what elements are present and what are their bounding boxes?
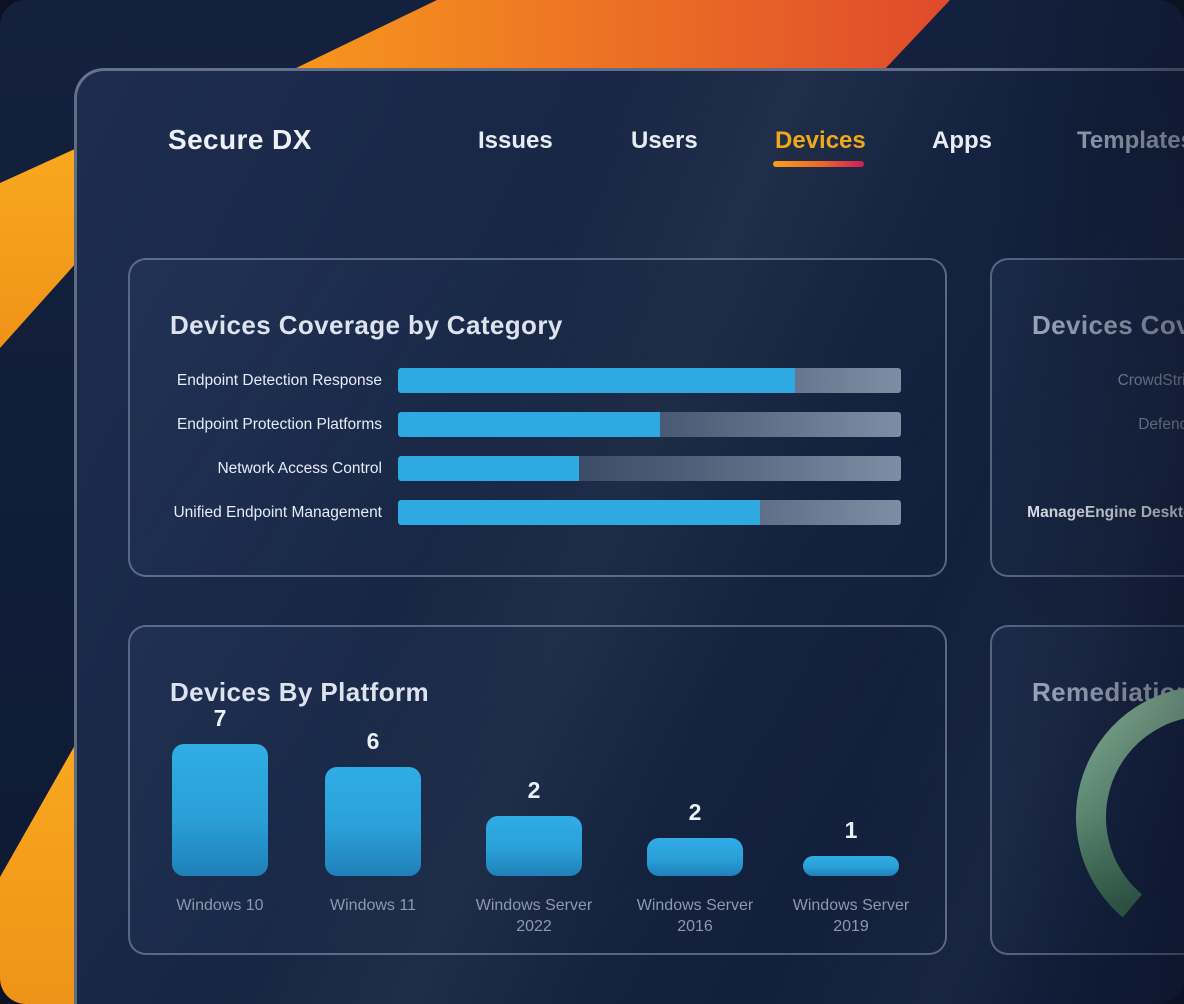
coverage-bar-fill [398, 500, 761, 525]
platform-bar-value: 7 [213, 705, 227, 731]
platform-column: 2 [486, 777, 582, 876]
platform-column: 7 [172, 705, 268, 876]
card-title: Devices By Platform [170, 676, 430, 707]
coverage-row-label: Endpoint Protection Platforms [176, 416, 382, 433]
coverage-bar-fill [398, 456, 580, 481]
coverage-row: Network Access Control [130, 456, 945, 481]
platform-column: 6 [325, 728, 421, 876]
card-devices-by-platform: Devices By Platform 7 6 2 2 1 Windows 10… [128, 625, 947, 955]
coverage-bar-fill [398, 368, 796, 393]
product-row-label: CrowdStrike [1117, 372, 1184, 389]
platform-column: 1 [803, 817, 899, 876]
card-title: Devices Coverage by Category [170, 309, 563, 340]
product-row: Defender [992, 412, 1184, 437]
coverage-bar-track [398, 456, 901, 481]
product-row-label: ManageEngine Desktop [1027, 504, 1184, 521]
decor-bottom-wedge [0, 738, 79, 1004]
card-devices-coverage-by-product: Devices Coverage CrowdStrike Defender Ma… [990, 258, 1184, 577]
card-title: Devices Coverage [1032, 309, 1184, 340]
platform-bar [486, 816, 582, 876]
platform-category-label: Windows Server 2016 [636, 897, 754, 935]
platform-bar [803, 856, 899, 876]
platform-category-label: Windows 11 [330, 897, 416, 914]
coverage-row: Endpoint Detection Response [130, 368, 945, 393]
card-devices-coverage-by-category: Devices Coverage by Category Endpoint De… [128, 258, 947, 577]
coverage-row: Endpoint Protection Platforms [130, 412, 945, 437]
platform-bar [647, 838, 743, 876]
coverage-bar-track [398, 500, 901, 525]
coverage-row-label: Network Access Control [217, 460, 382, 477]
decor-top-band [292, 0, 950, 70]
brand-logo: Secure DX [168, 124, 312, 155]
coverage-bar-fill [398, 412, 660, 437]
coverage-row: Unified Endpoint Management [130, 500, 945, 525]
product-row: CrowdStrike [992, 368, 1184, 393]
nav-item-apps[interactable]: Apps [932, 127, 992, 154]
coverage-bar-track [398, 368, 901, 393]
platform-bar-value: 6 [366, 728, 380, 754]
decor-left-stripe [0, 148, 77, 348]
active-tab-underline [773, 161, 864, 167]
coverage-row-label: Endpoint Detection Response [176, 372, 382, 389]
product-row-label: Defender [1138, 416, 1184, 433]
platform-category-label: Windows 10 [176, 897, 264, 914]
coverage-bar-track [398, 412, 901, 437]
platform-category-label: Windows Server 2022 [475, 897, 593, 935]
product-row: ManageEngine Desktop [992, 500, 1184, 525]
platform-bar [172, 744, 268, 876]
platform-column: 2 [647, 799, 743, 876]
platform-bar-value: 2 [527, 777, 541, 803]
nav-item-devices-active[interactable]: Devices [775, 127, 866, 154]
card-remediation: Remediation [990, 625, 1184, 955]
platform-bar [325, 767, 421, 876]
nav-item-users[interactable]: Users [631, 127, 698, 154]
nav-item-templates[interactable]: Templates [1077, 127, 1184, 154]
platform-bar-value: 1 [844, 817, 858, 843]
coverage-row-label: Unified Endpoint Management [173, 504, 382, 521]
remediation-gauge-arc [1076, 688, 1184, 918]
platform-category-label: Windows Server 2019 [792, 897, 910, 935]
nav-item-issues[interactable]: Issues [478, 127, 553, 154]
platform-bar-value: 2 [688, 799, 702, 825]
